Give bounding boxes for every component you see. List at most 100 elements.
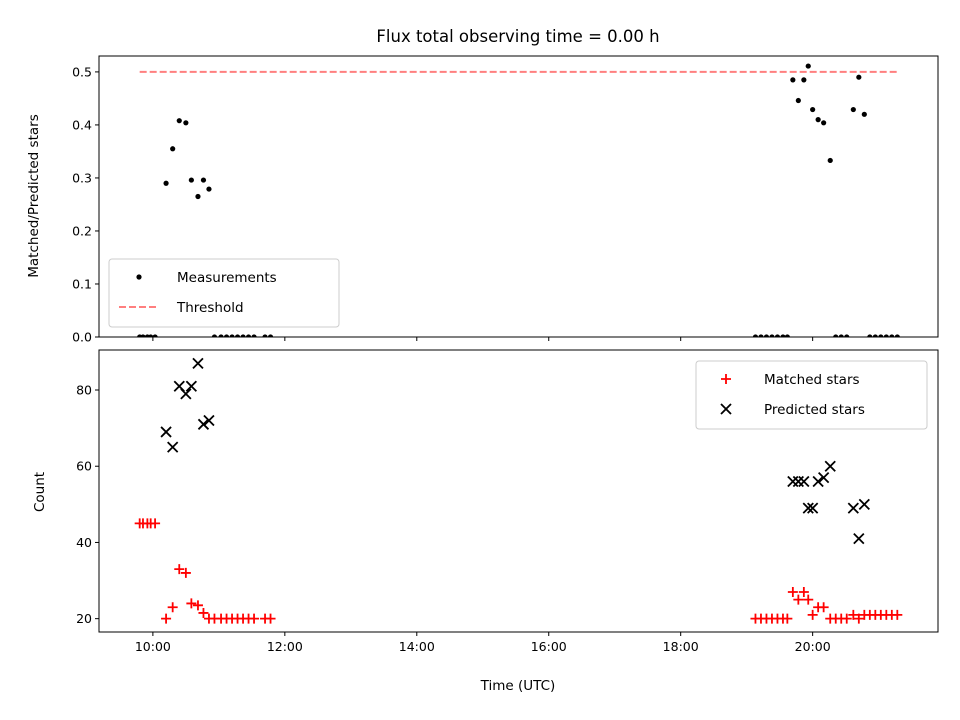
measurement-point — [200, 177, 207, 183]
measurement-point — [218, 334, 224, 337]
measurement-point — [790, 77, 796, 83]
top-legend-box — [108, 258, 340, 328]
matched-stars-point — [167, 602, 178, 613]
matched-stars-point — [192, 600, 203, 611]
measurement-point — [211, 334, 218, 337]
measurement-point — [810, 106, 816, 113]
measurement-point — [229, 334, 235, 337]
measurement-point — [140, 334, 146, 337]
predicted-stars-point — [824, 460, 836, 472]
predicted-stars-point — [192, 357, 204, 369]
measurement-point — [763, 334, 770, 337]
top-y-tick-label: 0.0 — [72, 330, 92, 345]
measurement-point — [148, 334, 154, 337]
bottom-axes-frame — [98, 349, 939, 633]
measurement-point — [844, 334, 850, 337]
predicted-stars-point — [798, 475, 810, 488]
measurement-point — [251, 334, 257, 337]
predicted-stars-point — [180, 388, 192, 400]
bottom-y-tick-label: 80 — [76, 383, 92, 398]
measurement-point — [878, 334, 884, 337]
top-y-tick-label: 0.4 — [72, 117, 92, 132]
predicted-stars-point — [807, 502, 819, 514]
measurement-point — [758, 334, 764, 337]
predicted-stars-point — [818, 472, 830, 484]
matched-stars-point — [150, 518, 161, 529]
measurement-point — [867, 334, 873, 337]
matched-stars-point — [198, 607, 209, 618]
x-tick-label: 20:00 — [795, 639, 831, 654]
matched-stars-point — [782, 613, 793, 624]
matched-stars-point — [818, 602, 829, 613]
predicted-stars-point — [203, 414, 215, 427]
measurement-point — [827, 157, 833, 164]
measurement-point — [195, 193, 201, 200]
measurement-point — [795, 97, 801, 104]
matched-stars-point — [161, 613, 172, 624]
matched-stars-point — [798, 586, 809, 597]
measurement-point — [183, 120, 189, 126]
measurement-point — [872, 334, 878, 337]
predicted-stars-point — [167, 441, 179, 453]
measurement-point — [752, 334, 759, 337]
top-legend: Measurements Threshold — [108, 258, 340, 328]
top-axes-frame — [98, 55, 939, 338]
measurement-point — [894, 334, 900, 337]
measurement-point — [805, 63, 811, 69]
matched-stars-point — [892, 609, 903, 620]
matched-stars-point — [265, 613, 276, 624]
matched-stars-point — [186, 598, 197, 609]
predicted-stars-point — [812, 475, 824, 488]
measurement-point — [815, 117, 821, 123]
measurement-point — [850, 106, 856, 113]
top-panel-y-axis-label: Matched/Predicted stars — [26, 114, 42, 277]
predicted-stars-point — [858, 498, 870, 510]
matched-stars-point — [249, 613, 260, 624]
matched-stars-point — [853, 613, 864, 624]
measurement-point — [784, 334, 790, 337]
x-tick-label: 16:00 — [531, 639, 567, 654]
top-panel: 0.0 0.1 0.2 0.3 0.4 0.5 Measurements Threshold — [72, 55, 939, 345]
predicted-stars-point — [160, 426, 172, 438]
measurement-point — [170, 146, 176, 152]
matched-stars-point — [793, 594, 804, 605]
predicted-stars-point — [853, 532, 865, 545]
measurement-point — [774, 334, 781, 337]
bottom-legend: Matched stars Predicted stars — [695, 360, 928, 430]
top-legend-label: Measurements — [177, 270, 277, 286]
measurement-point — [861, 111, 867, 117]
bottom-legend-box — [695, 360, 928, 430]
measurement-point — [206, 186, 212, 192]
x-tick-label: 10:00 — [135, 639, 171, 654]
top-y-tick-label: 0.2 — [72, 223, 92, 238]
measurement-point — [821, 120, 827, 126]
bottom-legend-label: Predicted stars — [764, 402, 865, 418]
top-y-tick-label: 0.3 — [72, 170, 92, 185]
matched-stars-point — [174, 564, 185, 575]
measurement-point — [780, 334, 786, 337]
bottom-plot-area — [134, 357, 903, 624]
matched-stars-point — [787, 586, 798, 597]
measurement-point — [245, 334, 252, 337]
measurement-point — [267, 334, 274, 337]
predicted-stars-point — [802, 502, 814, 514]
measurement-point — [234, 334, 241, 337]
top-panel-title: Flux total observing time = 0.00 h — [376, 27, 659, 46]
predicted-stars-point — [847, 502, 859, 514]
matched-stars-point — [848, 609, 859, 620]
top-legend-swatch — [136, 274, 142, 280]
bottom-legend-label: Matched stars — [764, 372, 860, 388]
measurement-point — [801, 77, 807, 83]
bottom-panel: 20 40 60 80 10:00 12:00 14:00 16:00 18:00 20:00 Ma… — [76, 349, 939, 654]
x-tick-label: 18:00 — [663, 639, 699, 654]
bottom-legend-swatch — [721, 374, 731, 384]
predicted-stars-point — [185, 380, 198, 392]
measurement-point — [838, 334, 844, 337]
measurement-point — [883, 334, 889, 337]
measurement-point — [223, 334, 230, 337]
measurement-point — [856, 74, 862, 80]
bottom-y-tick-label: 60 — [76, 459, 92, 474]
measurement-point — [769, 334, 775, 337]
